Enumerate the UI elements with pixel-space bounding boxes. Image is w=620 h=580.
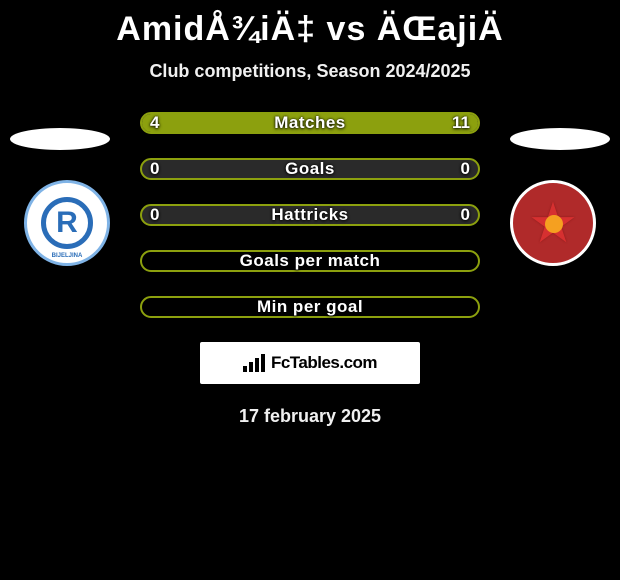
stat-row-goals-per-match: Goals per match — [140, 250, 480, 272]
stat-value-right: 0 — [461, 158, 470, 180]
stat-label: Hattricks — [140, 204, 480, 226]
page-title: AmidÅ¾iÄ‡ vs ÄŒajiÄ — [0, 0, 620, 49]
stat-row-min-per-goal: Min per goal — [140, 296, 480, 318]
stat-row-hattricks: Hattricks0 0 — [140, 204, 480, 226]
stat-value-right: 0 — [461, 204, 470, 226]
stat-row-matches: Matches4 11 — [140, 112, 480, 134]
brand-text: FcTables.com — [271, 353, 377, 373]
chart-bars-icon — [243, 354, 265, 372]
stats-block: Matches411Goals00Hattricks00Goals per ma… — [0, 112, 620, 318]
stat-row-goals: Goals0 0 — [140, 158, 480, 180]
stat-value-left: 0 — [150, 158, 159, 180]
stat-label: Min per goal — [140, 296, 480, 318]
stat-label: Matches — [140, 112, 480, 134]
stat-value-left: 4 — [150, 112, 159, 134]
stat-value-right: 11 — [452, 112, 470, 134]
stat-label: Goals — [140, 158, 480, 180]
stat-value-left: 0 — [150, 204, 159, 226]
season-subtitle: Club competitions, Season 2024/2025 — [0, 61, 620, 82]
stat-label: Goals per match — [140, 250, 480, 272]
snapshot-date: 17 february 2025 — [0, 406, 620, 427]
brand-card[interactable]: FcTables.com — [200, 342, 420, 384]
